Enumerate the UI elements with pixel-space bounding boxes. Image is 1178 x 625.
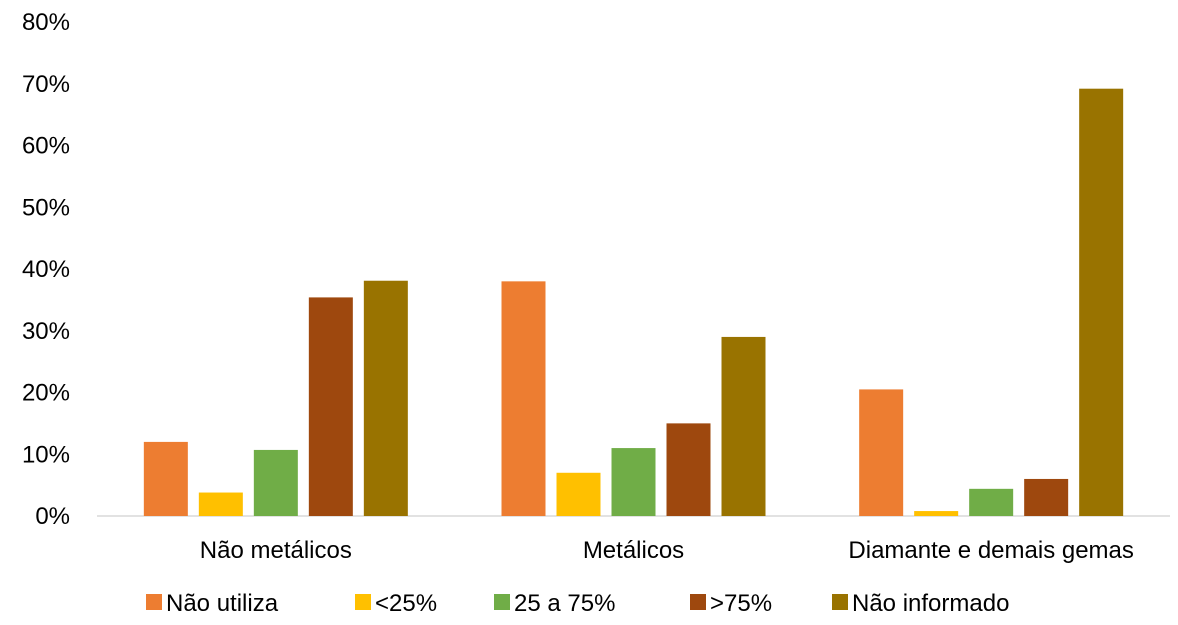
- legend-swatch: [355, 594, 371, 610]
- bar: [969, 488, 1014, 516]
- category-label: Diamante e demais gemas: [848, 537, 1133, 564]
- y-axis: 0% 10% 20% 30% 40% 50% 60% 70% 80%: [22, 9, 70, 530]
- bar: [859, 389, 904, 516]
- y-tick-label: 20%: [22, 380, 70, 407]
- y-tick-label: 30%: [22, 318, 70, 345]
- bar: [308, 297, 353, 516]
- category-labels: Não metálicos Metálicos Diamante e demais …: [200, 537, 1134, 564]
- bars-group: [143, 88, 1124, 516]
- bar: [363, 280, 408, 516]
- y-tick-label: 10%: [22, 441, 70, 468]
- legend: Não utiliza <25% 25 a 75% >75% Não informado: [146, 590, 1009, 617]
- y-tick-label: 60%: [22, 133, 70, 160]
- bar: [611, 448, 656, 516]
- bar: [1024, 478, 1069, 516]
- legend-label: 25 a 75%: [514, 590, 615, 617]
- legend-swatch: [690, 594, 706, 610]
- bar: [1079, 88, 1124, 516]
- y-tick-label: 80%: [22, 9, 70, 36]
- legend-label: >75%: [710, 590, 772, 617]
- bar: [666, 423, 711, 516]
- bar: [143, 441, 188, 516]
- legend-label: Não utiliza: [166, 590, 279, 617]
- bar: [721, 336, 766, 516]
- bar: [914, 511, 959, 516]
- y-tick-label: 0%: [35, 503, 70, 530]
- legend-label: <25%: [375, 590, 437, 617]
- bar: [198, 492, 243, 516]
- legend-label: Não informado: [852, 590, 1009, 617]
- bar: [253, 449, 298, 516]
- legend-swatch: [494, 594, 510, 610]
- legend-swatch: [146, 594, 162, 610]
- y-tick-label: 40%: [22, 256, 70, 283]
- y-tick-label: 50%: [22, 194, 70, 221]
- category-label: Metálicos: [583, 537, 684, 564]
- bar: [501, 281, 546, 516]
- category-label: Não metálicos: [200, 537, 352, 564]
- bar: [556, 472, 601, 516]
- y-tick-label: 70%: [22, 71, 70, 98]
- legend-swatch: [832, 594, 848, 610]
